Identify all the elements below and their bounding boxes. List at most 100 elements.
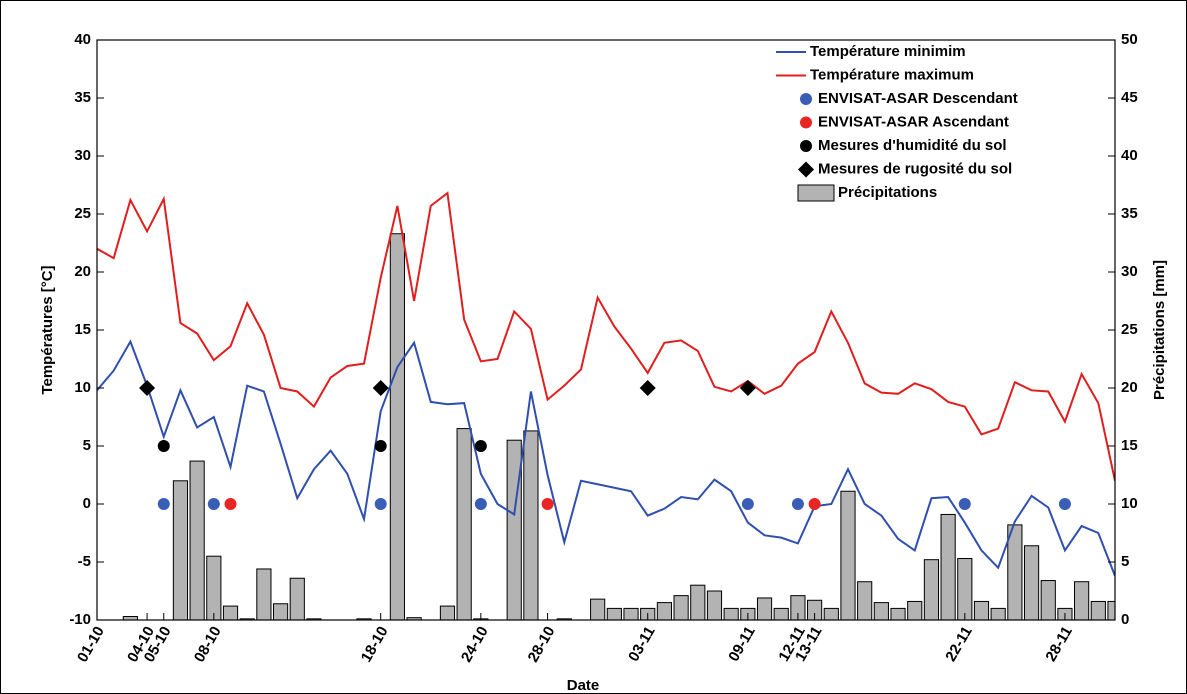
- y2-tick-label: 20: [1121, 379, 1138, 396]
- legend-label: Température maximum: [810, 66, 974, 83]
- marker: [374, 498, 387, 510]
- bar: [773, 607, 789, 620]
- bar: [656, 602, 673, 620]
- y2-tick-label: 15: [1121, 437, 1138, 454]
- plot: [97, 191, 1115, 620]
- bar: [456, 428, 472, 620]
- x-axis-label: Date: [567, 677, 600, 694]
- marker: [139, 380, 156, 396]
- bar: [506, 439, 522, 620]
- legend-marker: [798, 161, 814, 178]
- bar: [206, 555, 222, 620]
- legend-label: ENVISAT-ASAR Descendant: [818, 90, 1018, 107]
- legend-label: Température minimim: [810, 43, 966, 60]
- marker: [1058, 498, 1071, 510]
- legend-marker: [800, 116, 812, 129]
- marker: [224, 498, 237, 510]
- bar: [623, 607, 639, 620]
- bar: [690, 584, 706, 620]
- line: [97, 339, 1115, 577]
- marker: [372, 380, 389, 396]
- y-axis-label: Températures [°C]: [39, 265, 56, 394]
- marker: [207, 498, 220, 510]
- bar: [756, 597, 773, 620]
- y2-tick-label: 25: [1121, 321, 1138, 338]
- bar: [590, 598, 606, 620]
- y-tick-label: 25: [74, 205, 91, 222]
- y2-axis-label: Précipitations [mm]: [1151, 260, 1168, 400]
- bar: [172, 480, 189, 620]
- marker: [157, 498, 170, 510]
- bar: [890, 607, 906, 620]
- legend-label: Mesures d'humidité du sol: [818, 137, 1007, 154]
- legend-label: ENVISAT-ASAR Ascendant: [818, 113, 1009, 130]
- legend-marker: [800, 93, 812, 105]
- bar: [940, 513, 956, 620]
- line: [97, 191, 1115, 482]
- bar: [990, 607, 1006, 620]
- y2-tick-label: 0: [1121, 611, 1129, 628]
- bar: [606, 607, 622, 620]
- bar: [790, 595, 806, 620]
- legend-marker: [800, 140, 812, 152]
- y2-tick-label: 5: [1121, 553, 1129, 570]
- bar: [1040, 580, 1056, 620]
- y-tick-label: -10: [69, 611, 91, 628]
- bar: [389, 233, 405, 620]
- bar: [973, 600, 990, 620]
- bar: [289, 577, 305, 620]
- bar: [272, 603, 289, 620]
- y-tick-label: 0: [83, 495, 91, 512]
- bar: [122, 616, 138, 620]
- bar: [189, 460, 205, 620]
- bar: [823, 607, 839, 620]
- bar: [222, 605, 239, 620]
- bar: [723, 607, 739, 620]
- bar: [1074, 581, 1090, 620]
- y-tick-label: 35: [74, 89, 91, 106]
- y-tick-label: 5: [83, 437, 91, 454]
- y2-tick-label: 10: [1121, 495, 1138, 512]
- marker: [791, 498, 804, 510]
- marker: [741, 498, 754, 510]
- y-tick-label: 10: [74, 379, 91, 396]
- marker: [374, 440, 387, 452]
- bar: [923, 559, 940, 620]
- marker: [808, 498, 821, 510]
- bar: [706, 590, 723, 620]
- bar: [807, 599, 823, 620]
- y2-tick-label: 30: [1121, 263, 1138, 280]
- y-tick-label: 15: [74, 321, 91, 338]
- bar: [907, 600, 923, 620]
- legend-swatch: [797, 184, 835, 202]
- y-tick-label: 40: [74, 31, 91, 48]
- bar: [439, 605, 456, 620]
- y2-tick-label: 45: [1121, 89, 1138, 106]
- marker: [474, 440, 487, 452]
- bar: [1090, 600, 1106, 620]
- bar: [1023, 545, 1040, 620]
- bar: [256, 568, 272, 620]
- y2-tick-label: 50: [1121, 31, 1138, 48]
- y2-tick-label: 35: [1121, 205, 1138, 222]
- bar: [1007, 524, 1023, 620]
- legend-label: Précipitations: [838, 184, 937, 201]
- bar: [840, 490, 856, 620]
- y-tick-label: 20: [74, 263, 91, 280]
- marker: [157, 440, 170, 452]
- marker: [639, 380, 656, 396]
- marker: [739, 380, 756, 396]
- y-tick-label: -5: [78, 553, 91, 570]
- y2-tick-label: 40: [1121, 147, 1138, 164]
- marker: [474, 498, 487, 510]
- bar: [873, 602, 889, 620]
- marker: [541, 498, 554, 510]
- marker: [958, 498, 971, 510]
- legend-label: Mesures de rugosité du sol: [818, 160, 1012, 177]
- y-tick-label: 30: [74, 147, 91, 164]
- bar: [957, 558, 973, 620]
- bar: [523, 430, 539, 620]
- bar: [857, 581, 873, 620]
- bar: [673, 595, 689, 620]
